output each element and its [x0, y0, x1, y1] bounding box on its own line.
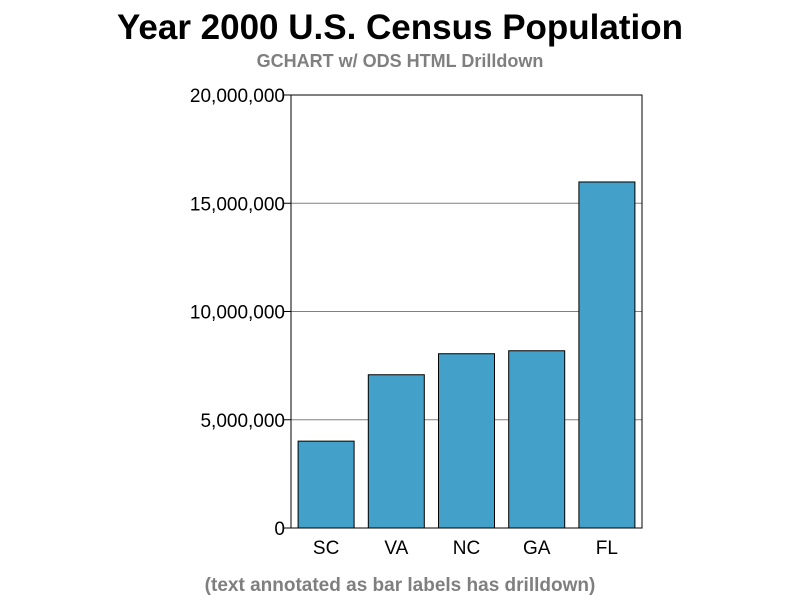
x-label-va[interactable]: VA: [384, 538, 408, 559]
y-tick-label: 5,000,000: [200, 411, 285, 432]
bar-ga: [508, 350, 566, 529]
x-label-sc[interactable]: SC: [313, 538, 339, 559]
y-axis-ticks: 0 5,000,000 10,000,000 15,000,000 20,000,000: [190, 86, 291, 540]
x-label-ga[interactable]: GA: [523, 538, 551, 559]
bars: [297, 181, 636, 529]
y-tick-label: 0: [274, 519, 285, 540]
chart-title: Year 2000 U.S. Census Population: [116, 8, 684, 47]
bar-sc: [297, 440, 355, 529]
chart-subtitle: GCHART w/ ODS HTML Drilldown: [256, 51, 544, 71]
chart-footnote: (text annotated as bar labels has drilld…: [204, 575, 596, 596]
x-label-nc[interactable]: NC: [453, 538, 480, 559]
x-axis-labels: SC VA NC GA FL: [313, 538, 618, 559]
x-label-fl[interactable]: FL: [596, 538, 618, 559]
y-tick-label: 15,000,000: [190, 194, 285, 215]
bar-nc: [438, 353, 495, 529]
y-tick-label: 20,000,000: [190, 86, 285, 107]
bar-fl: [578, 181, 636, 529]
y-tick-label: 10,000,000: [190, 303, 285, 324]
bar-va: [367, 374, 425, 529]
